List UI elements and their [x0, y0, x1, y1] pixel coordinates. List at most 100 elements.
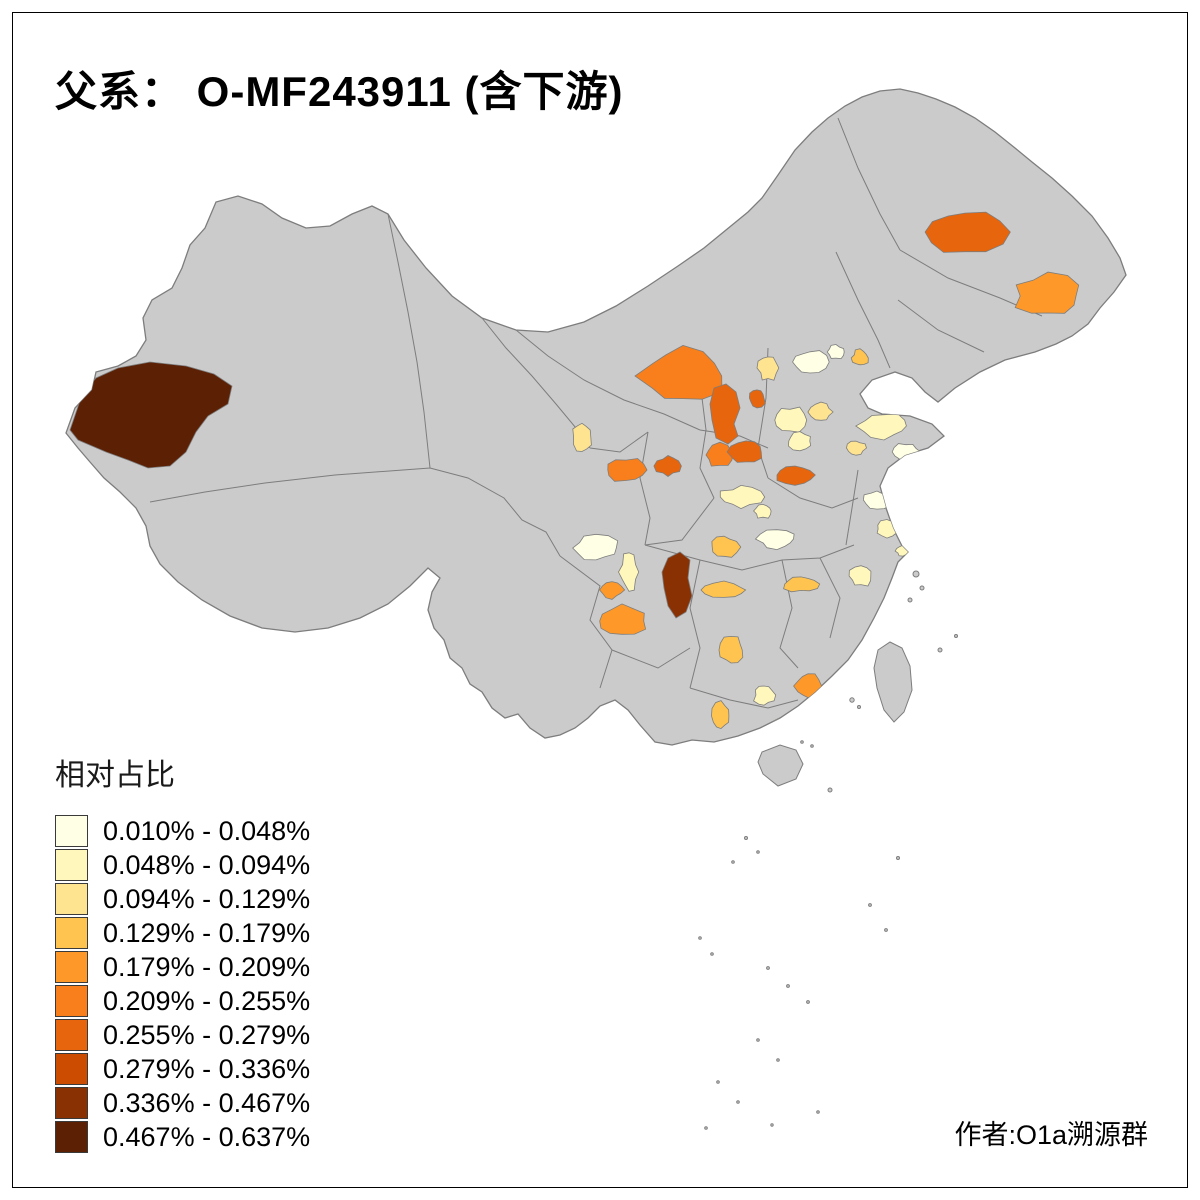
map-region	[826, 344, 845, 360]
legend-entry: 0.129% - 0.179%	[55, 916, 310, 950]
island-dot	[731, 860, 735, 864]
island-dot	[776, 1058, 780, 1062]
map-region	[753, 503, 772, 519]
island-dot	[919, 585, 925, 591]
island-dot	[744, 836, 748, 840]
island-dot	[756, 850, 760, 854]
map-region	[807, 401, 834, 421]
legend-label: 0.336% - 0.467%	[103, 1087, 311, 1118]
author-credit: 作者:O1a溯源群	[954, 1120, 1148, 1150]
island-dot	[736, 1100, 740, 1104]
province-borders	[149, 117, 1043, 709]
map-region	[774, 406, 808, 433]
map-region	[709, 383, 741, 445]
legend-label: 0.279% - 0.336%	[103, 1053, 311, 1084]
legend-entry: 0.279% - 0.336%	[55, 1052, 310, 1086]
legend-swatch	[55, 883, 88, 915]
island-dot	[849, 697, 855, 703]
island-dot	[857, 705, 861, 709]
island-dot	[786, 984, 790, 988]
map-region	[748, 389, 766, 409]
page-title: 父系： O-MF243911 (含下游)	[55, 68, 624, 115]
map-region	[634, 344, 723, 400]
map-region	[726, 440, 763, 463]
island-dot	[937, 647, 943, 653]
map-region	[787, 431, 812, 452]
legend-label: 0.255% - 0.279%	[103, 1019, 311, 1050]
map-region	[848, 565, 872, 587]
legend-label: 0.179% - 0.209%	[103, 951, 311, 982]
mainland-outline	[65, 88, 1127, 746]
map-region	[792, 350, 830, 374]
legend-label: 0.129% - 0.179%	[103, 917, 311, 948]
legend-swatch	[55, 951, 88, 983]
island-dot	[912, 570, 920, 578]
province-border-line	[835, 117, 1043, 369]
map-region	[711, 535, 742, 558]
legend-swatch	[55, 1019, 88, 1051]
island-dot	[907, 597, 913, 603]
legend-entry: 0.467% - 0.637%	[55, 1120, 310, 1154]
map-region	[618, 552, 640, 592]
island-dot	[698, 936, 702, 940]
map-region	[711, 700, 730, 730]
island-dot	[806, 1000, 810, 1004]
map-region	[776, 465, 816, 486]
island-dot	[710, 952, 714, 956]
legend-swatch	[55, 815, 88, 847]
map-region	[754, 529, 795, 551]
island-dot	[884, 928, 888, 932]
legend-entry: 0.094% - 0.129%	[55, 882, 310, 916]
legend-swatch	[55, 985, 88, 1017]
map-region	[700, 580, 747, 598]
legend-entry: 0.179% - 0.209%	[55, 950, 310, 984]
legend-entry: 0.010% - 0.048%	[55, 814, 310, 848]
map-region	[661, 551, 693, 619]
map-region	[718, 635, 744, 664]
legend-swatch	[55, 1053, 88, 1085]
island-dot	[816, 1110, 820, 1114]
map-region	[572, 533, 619, 561]
map-region	[850, 348, 869, 366]
map-region	[705, 441, 733, 467]
legend-swatch	[55, 917, 88, 949]
legend-entries: 0.010% - 0.048% 0.048% - 0.094% 0.094% - 0…	[55, 814, 310, 1154]
islands	[698, 570, 958, 1130]
map-region	[846, 440, 867, 456]
hainan-island	[757, 744, 804, 787]
island-dot	[770, 1123, 774, 1127]
map-region	[607, 458, 648, 482]
legend-entry: 0.336% - 0.467%	[55, 1086, 310, 1120]
legend-swatch	[55, 1121, 88, 1153]
map-region	[719, 484, 766, 510]
map-region	[783, 576, 821, 593]
island-dot	[704, 1126, 708, 1130]
island-dot	[810, 744, 814, 748]
map-region	[756, 356, 780, 381]
island-dot	[896, 856, 900, 860]
legend-title: 相对占比	[55, 759, 175, 792]
map-region	[599, 581, 626, 600]
map-region	[1014, 271, 1080, 314]
province-border-line	[644, 347, 859, 709]
colored-prefectures	[69, 211, 1080, 737]
island-dot	[766, 966, 770, 970]
island-dot	[756, 1038, 760, 1042]
legend: 相对占比 0.010% - 0.048% 0.048% - 0.094% 0.094…	[55, 750, 310, 1154]
map-region	[924, 211, 1011, 253]
island-dot	[800, 740, 804, 744]
map-region	[572, 422, 592, 452]
island-dot	[954, 634, 958, 638]
island-dot	[716, 1080, 720, 1084]
map-region	[69, 361, 233, 469]
legend-swatch	[55, 849, 88, 881]
map-region	[753, 685, 777, 706]
legend-entry: 0.048% - 0.094%	[55, 848, 310, 882]
legend-label: 0.209% - 0.255%	[103, 985, 311, 1016]
taiwan-island	[873, 641, 913, 723]
legend-label: 0.094% - 0.129%	[103, 883, 311, 914]
legend-entry: 0.255% - 0.279%	[55, 1018, 310, 1052]
island-dot	[868, 903, 872, 907]
legend-label: 0.467% - 0.637%	[103, 1121, 311, 1152]
